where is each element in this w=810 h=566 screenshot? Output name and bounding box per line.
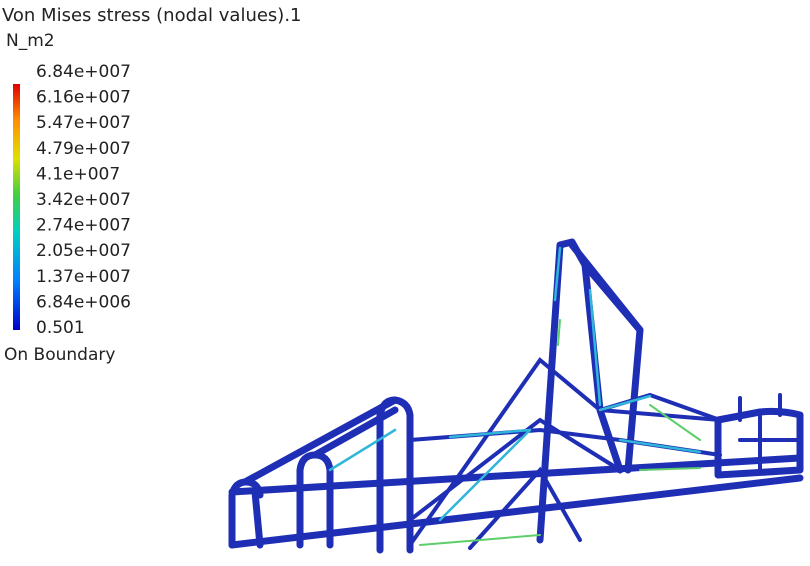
legend-label: 6.84e+007 bbox=[36, 62, 131, 82]
legend-footer: On Boundary bbox=[4, 345, 115, 365]
color-bar bbox=[13, 84, 20, 330]
legend-label: 2.74e+007 bbox=[36, 216, 131, 236]
frame-model bbox=[232, 242, 800, 550]
legend-title: Von Mises stress (nodal values).1 bbox=[2, 5, 302, 26]
legend-label: 1.37e+007 bbox=[36, 267, 131, 287]
legend-label: 6.16e+007 bbox=[36, 88, 131, 108]
legend-label: 0.501 bbox=[36, 318, 85, 338]
legend-unit: N_m2 bbox=[6, 31, 55, 51]
legend-label: 2.05e+007 bbox=[36, 241, 131, 261]
page: Von Mises stress (nodal values).1 N_m2 6… bbox=[0, 0, 810, 562]
legend-label: 4.79e+007 bbox=[36, 139, 131, 159]
legend-label: 3.42e+007 bbox=[36, 190, 131, 210]
analysis-view: Von Mises stress (nodal values).1 N_m2 6… bbox=[0, 0, 810, 562]
legend-label: 4.1e+007 bbox=[36, 164, 120, 184]
legend-label: 6.84e+006 bbox=[36, 292, 131, 312]
legend-labels: 6.84e+007 6.16e+007 5.47e+007 4.79e+007 4.1e… bbox=[36, 62, 131, 338]
legend-label: 5.47e+007 bbox=[36, 113, 131, 133]
